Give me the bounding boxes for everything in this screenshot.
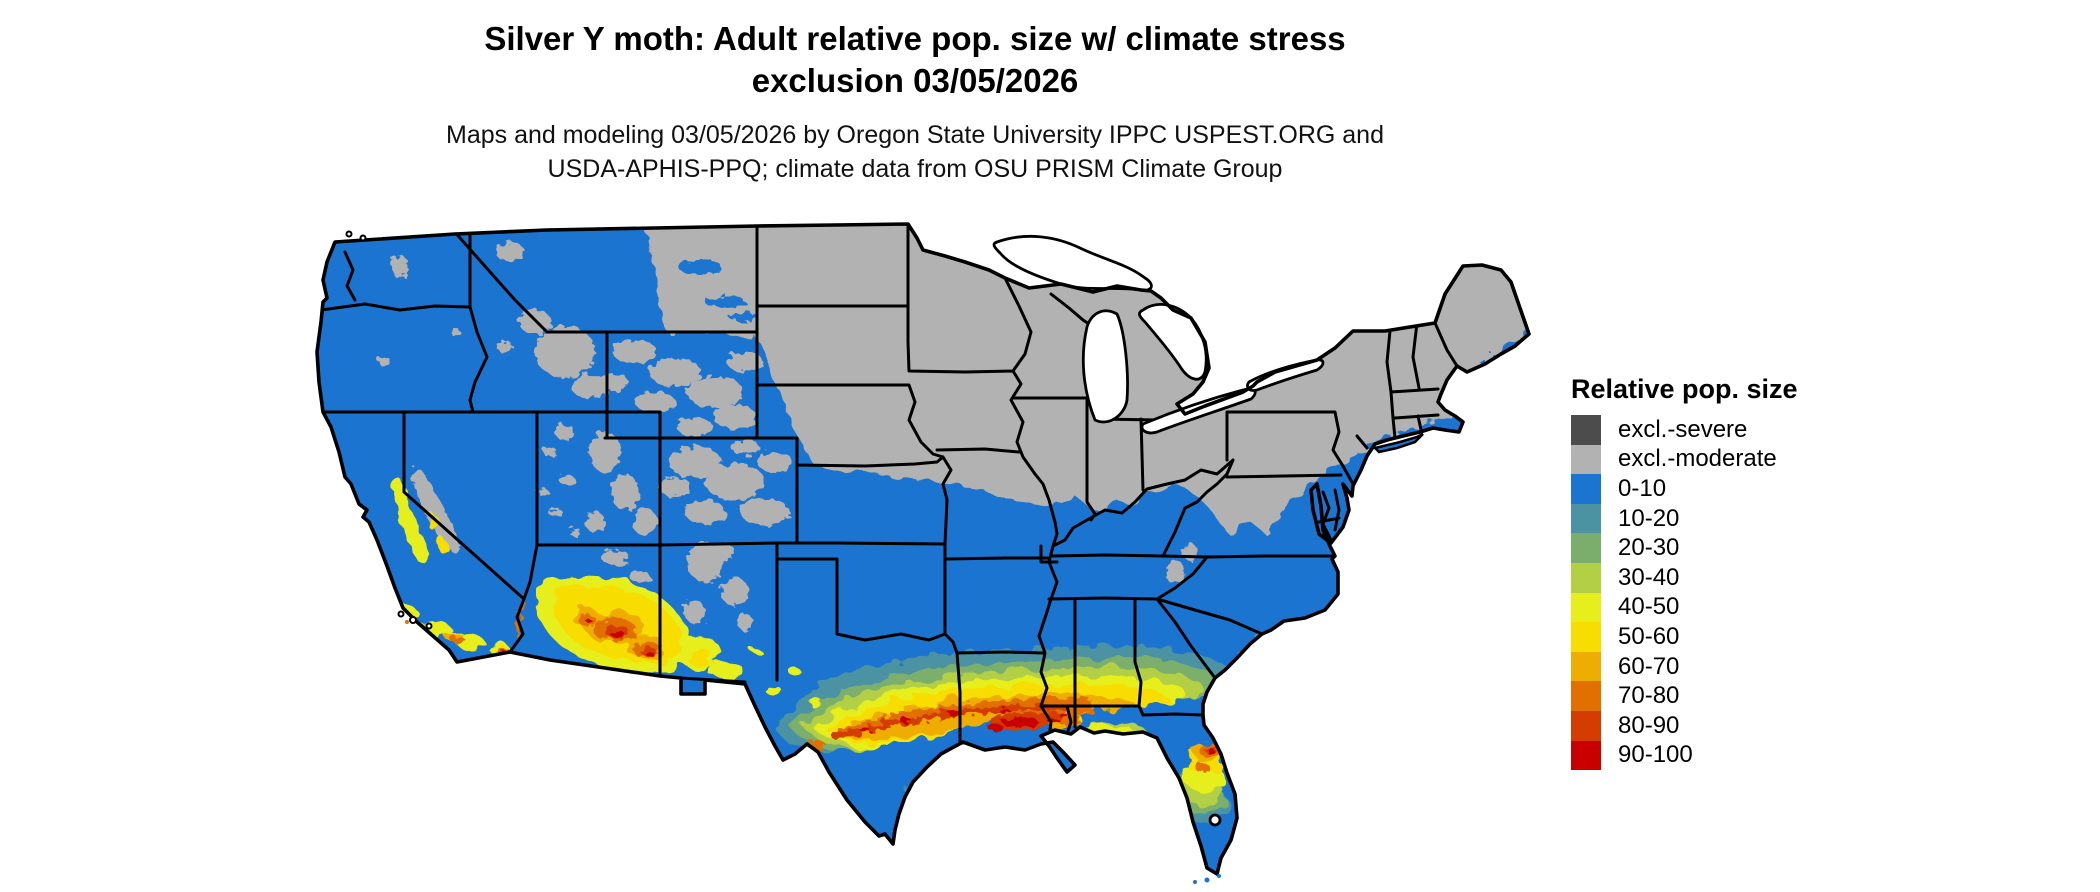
- lake-okeechobee: [1208, 813, 1222, 827]
- legend-label: 30-40: [1618, 563, 1680, 591]
- legend-title: Relative pop. size: [1571, 374, 1798, 404]
- legend-swatch: [1571, 533, 1601, 563]
- legend-item: 40-50: [1571, 592, 1798, 623]
- legend-item: 60-70: [1571, 651, 1798, 682]
- legend-item: 90-100: [1571, 740, 1798, 771]
- map-subtitle-line2: USDA-APHIS-PPQ; climate data from OSU PR…: [547, 155, 1283, 183]
- legend-label: 10-20: [1618, 504, 1680, 532]
- legend-label: 40-50: [1618, 593, 1680, 621]
- legend-item: 10-20: [1571, 503, 1798, 534]
- great-lakes: [992, 234, 1325, 827]
- legend-label: 60-70: [1618, 652, 1680, 680]
- legend-item: 30-40: [1571, 562, 1798, 593]
- legend-swatch: [1571, 503, 1601, 534]
- legend-item: 70-80: [1571, 681, 1798, 711]
- map-title-line1: Silver Y moth: Adult relative pop. size …: [484, 20, 1346, 57]
- legend-label: 80-90: [1618, 711, 1680, 739]
- channel-islands: [345, 230, 433, 630]
- legend-label: excl.-moderate: [1618, 445, 1777, 473]
- legend-label: 70-80: [1618, 682, 1680, 710]
- header: Silver Y moth: Adult relative pop. size …: [310, 18, 1520, 186]
- legend: Relative pop. size excl.-severe excl.-mod…: [1571, 374, 1798, 771]
- us-map-svg: [315, 222, 1531, 884]
- legend-label: 90-100: [1618, 741, 1693, 769]
- legend-item: 50-60: [1571, 622, 1798, 652]
- legend-swatch: [1571, 444, 1601, 475]
- legend-label: 50-60: [1618, 622, 1680, 650]
- legend-swatch: [1571, 415, 1601, 445]
- map-subtitle: Maps and modeling 03/05/2026 by Oregon S…: [310, 118, 1520, 186]
- us-map: [305, 222, 1555, 890]
- legend-label: 20-30: [1618, 534, 1680, 562]
- legend-rows: excl.-severe excl.-moderate 0-10 10-20 20-30…: [1571, 415, 1798, 771]
- legend-swatch: [1571, 622, 1601, 652]
- legend-swatch: [1571, 474, 1601, 504]
- legend-swatch: [1571, 710, 1601, 741]
- legend-swatch: [1571, 562, 1601, 593]
- state-borders: [317, 224, 1459, 744]
- long-island: [1372, 432, 1424, 454]
- legend-item: excl.-severe: [1571, 415, 1798, 445]
- lake-michigan: [1081, 309, 1129, 424]
- excluded-mountain-patches: [379, 242, 1198, 630]
- legend-item: 0-10: [1571, 474, 1798, 504]
- legend-item: 20-30: [1571, 533, 1798, 563]
- zone-90-100: [504, 619, 1215, 754]
- legend-item: excl.-moderate: [1571, 444, 1798, 475]
- florida-keys: [405, 620, 1221, 884]
- channel-island-hotspot: [405, 620, 409, 624]
- legend-swatch: [1571, 740, 1601, 771]
- legend-swatch: [1571, 681, 1601, 711]
- map-subtitle-line1: Maps and modeling 03/05/2026 by Oregon S…: [446, 121, 1384, 149]
- lake-erie: [1140, 387, 1257, 435]
- map-title-line2: exclusion 03/05/2026: [751, 62, 1079, 99]
- legend-label: 0-10: [1618, 474, 1667, 502]
- legend-label: excl.-severe: [1618, 415, 1748, 443]
- legend-item: 80-90: [1571, 710, 1798, 741]
- legend-swatch: [1571, 651, 1601, 682]
- legend-swatch: [1571, 592, 1601, 623]
